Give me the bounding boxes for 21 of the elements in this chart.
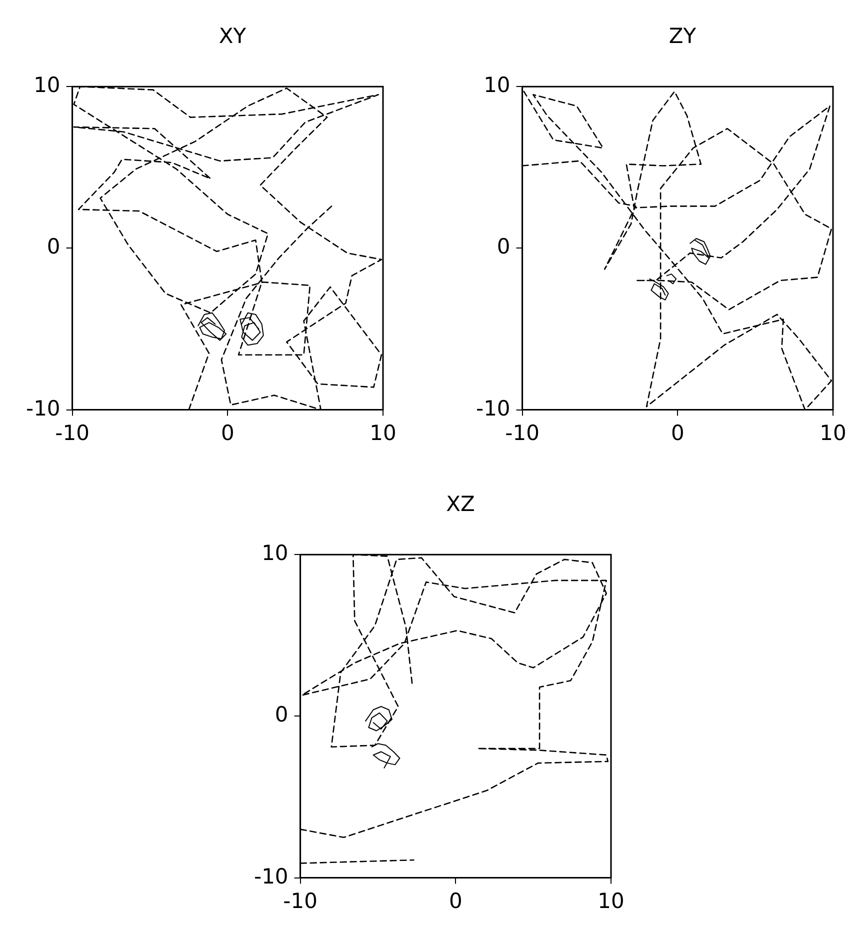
- x-tick-label: 0: [670, 420, 684, 445]
- x-tick-label: 0: [448, 888, 462, 913]
- x-tick-label: 10: [370, 420, 396, 445]
- y-tick-label: -10: [476, 396, 510, 420]
- x-tick-label: 0: [220, 420, 234, 445]
- y-tick-label: 0: [274, 702, 288, 727]
- y-tick-label: 10: [484, 73, 510, 98]
- x-tick-label: -10: [55, 420, 90, 445]
- chart-title: XY: [218, 24, 248, 50]
- chart-title: ZY: [668, 24, 698, 50]
- y-tick-label: 10: [34, 73, 60, 98]
- y-tick-label: 0: [496, 234, 510, 259]
- y-tick-label: 0: [46, 234, 60, 259]
- x-tick-label: 10: [820, 420, 846, 445]
- y-tick-label: -10: [26, 396, 60, 420]
- y-tick-label: -10: [254, 864, 288, 888]
- x-tick-label: -10: [505, 420, 540, 445]
- chart-title: XZ: [445, 492, 476, 518]
- x-tick-label: -10: [283, 888, 318, 913]
- y-tick-label: 10: [262, 541, 288, 566]
- x-tick-label: 10: [598, 888, 624, 913]
